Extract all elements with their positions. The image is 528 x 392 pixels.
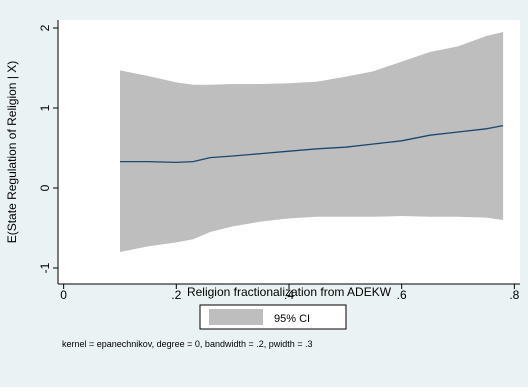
y-tick-label: 0 xyxy=(38,184,52,191)
legend-swatch-ci xyxy=(209,309,263,325)
y-tick-label: 1 xyxy=(38,104,52,111)
x-axis-label: Religion fractionalization from ADEKW xyxy=(187,285,392,299)
chart-note: kernel = epanechnikov, degree = 0, bandw… xyxy=(62,339,313,349)
fit-line xyxy=(120,124,504,164)
y-axis-ticks: -1 0 1 2 xyxy=(38,24,58,273)
y-tick-label: -1 xyxy=(38,262,52,273)
x-axis-ticks: 0 .2 .4 .6 .8 xyxy=(60,284,520,302)
x-tick-label: .2 xyxy=(171,288,181,302)
x-tick-label: .4 xyxy=(284,288,294,302)
confidence-band xyxy=(120,32,504,252)
x-tick-label: 0 xyxy=(60,288,67,302)
legend-label-ci: 95% CI xyxy=(274,313,310,325)
confidence-band-layer xyxy=(120,32,504,252)
x-tick-label: .8 xyxy=(509,288,519,302)
fit-line-layer xyxy=(120,124,504,164)
x-tick-label: .6 xyxy=(397,288,407,302)
y-axis-label: E(State Regulation of Religion | X) xyxy=(5,61,19,244)
y-tick-label: 2 xyxy=(38,24,52,31)
